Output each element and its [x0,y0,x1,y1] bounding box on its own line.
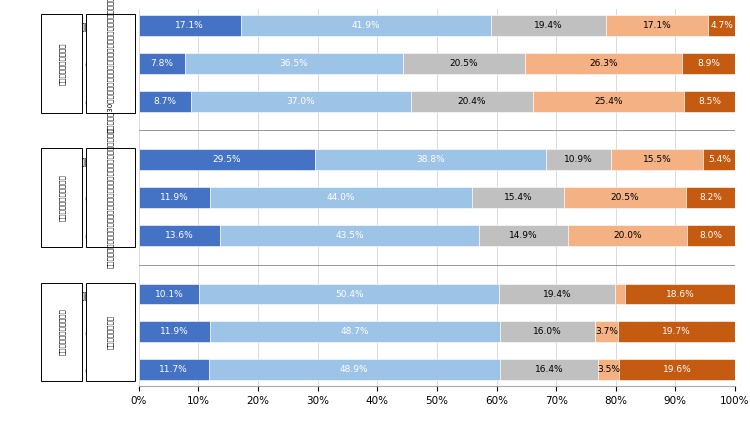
Bar [615,284,625,305]
Text: 13.6%: 13.6% [165,231,194,240]
Text: 37.0%: 37.0% [286,97,315,106]
Bar [525,53,682,74]
Bar [500,321,596,342]
Bar [139,149,315,170]
Bar [682,53,735,74]
Text: 50.4%: 50.4% [335,289,364,298]
Text: 11.9%: 11.9% [160,193,188,202]
Bar [606,15,708,36]
Bar [611,149,704,170]
Bar [403,53,525,74]
Text: 15.4%: 15.4% [504,193,532,202]
Text: 8.0%: 8.0% [700,231,723,240]
Bar [479,225,568,246]
Text: 29.5%: 29.5% [212,155,241,164]
Text: 44.0%: 44.0% [327,193,356,202]
Text: 8.9%: 8.9% [697,59,720,68]
Text: 26.3%: 26.3% [590,59,618,68]
Text: 19.4%: 19.4% [534,21,562,30]
Bar [139,225,220,246]
Bar [686,187,735,208]
Bar [704,149,736,170]
Text: 15.5%: 15.5% [643,155,671,164]
Bar [411,91,532,111]
Bar [209,359,500,380]
Bar [190,91,411,111]
Bar [185,53,403,74]
Bar [568,225,687,246]
Text: 16.0%: 16.0% [533,327,562,336]
Text: 41.9%: 41.9% [351,21,380,30]
Text: 生涯動する社会）: 生涯動する社会） [107,315,114,349]
Bar [139,359,208,380]
Text: 16.4%: 16.4% [535,365,563,374]
Bar [139,53,185,74]
Text: 14.9%: 14.9% [509,231,538,240]
Text: 7.8%: 7.8% [151,59,173,68]
Text: 48.7%: 48.7% [340,327,369,336]
Text: 5.4%: 5.4% [708,155,731,164]
Bar [708,15,736,36]
Text: 43.5%: 43.5% [335,231,364,240]
Text: 10.1%: 10.1% [154,289,183,298]
Text: 20.0%: 20.0% [614,231,642,240]
Bar [210,321,500,342]
Bar [139,284,199,305]
Text: 20.5%: 20.5% [610,193,639,202]
Text: 48.9%: 48.9% [340,365,368,374]
Text: 3.7%: 3.7% [595,327,618,336]
Text: 19.4%: 19.4% [543,289,572,298]
Text: 36.5%: 36.5% [280,59,308,68]
Bar [625,284,736,305]
Text: 17.1%: 17.1% [643,21,671,30]
Bar [472,187,564,208]
Text: 19.6%: 19.6% [663,365,692,374]
Bar [500,359,598,380]
Text: 20.5%: 20.5% [450,59,478,68]
Text: 8.5%: 8.5% [698,97,721,106]
Bar [490,15,606,36]
Text: の比率が　30％以上になっているような女性の活躍が進んでいる社会: の比率が 30％以上になっているような女性の活躍が進んでいる社会 [107,0,114,131]
Text: 38.8%: 38.8% [416,155,445,164]
Bar [139,91,190,111]
Text: 11.9%: 11.9% [160,327,188,336]
Bar [139,321,210,342]
Bar [564,187,686,208]
Bar [500,284,615,305]
Bar [617,321,735,342]
Bar [220,225,479,246]
Text: 3.5%: 3.5% [597,365,619,374]
Text: 17.1%: 17.1% [176,21,204,30]
Text: 20.4%: 20.4% [458,97,486,106]
Bar [199,284,500,305]
Text: 18.6%: 18.6% [666,289,694,298]
Text: 11.7%: 11.7% [159,365,188,374]
Bar [596,321,617,342]
Bar [687,225,735,246]
Bar [139,187,210,208]
Text: が死語となり、男女が共に家事・育児・介護などを同で家事が偳える社会: が死語となり、男女が共に家事・育児・介護などを同で家事が偳える社会 [107,127,114,268]
Text: 4.7%: 4.7% [711,21,734,30]
Bar [210,187,472,208]
Bar [684,91,735,111]
Bar [139,15,241,36]
Text: 10.9%: 10.9% [564,155,592,164]
Bar [619,359,736,380]
Text: 25.4%: 25.4% [594,97,622,106]
Bar [241,15,490,36]
Bar [598,359,619,380]
Text: 「男は仕事、女は家庭」: 「男は仕事、女は家庭」 [58,174,65,221]
Text: 19.7%: 19.7% [662,327,691,336]
Text: 全員参加型社会（全員が: 全員参加型社会（全員が [58,309,65,355]
Bar [546,149,611,170]
Text: 8.2%: 8.2% [699,193,722,202]
Text: 部長以上の女性管理職: 部長以上の女性管理職 [58,42,65,85]
Bar [532,91,684,111]
Text: 8.7%: 8.7% [153,97,176,106]
Bar [315,149,546,170]
